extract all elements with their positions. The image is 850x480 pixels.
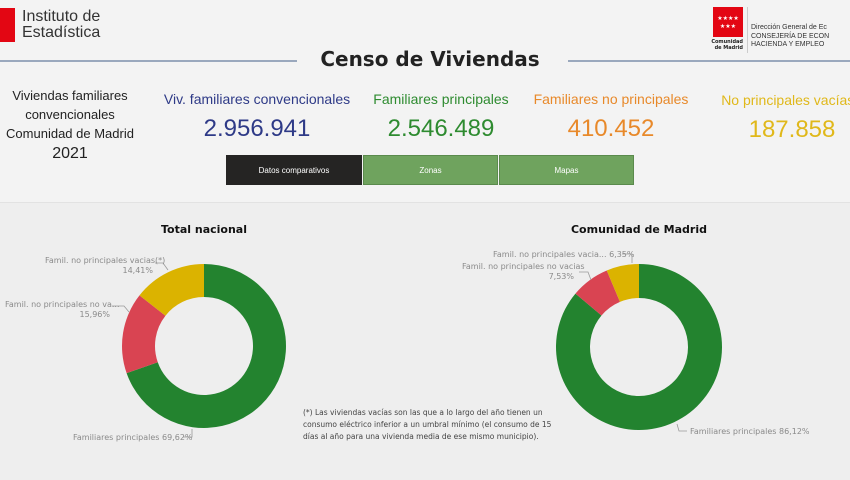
madrid-logo-text: Comunidad de Madrid (708, 39, 743, 51)
label-nacional-no-vacias: Famil. no principales no va... 15,96% (5, 300, 120, 320)
label-madrid-principales: Familiares principales 86,12% (690, 427, 810, 437)
title-rule-right (568, 60, 850, 62)
kpi-value: 410.452 (567, 115, 655, 142)
label-madrid-vacias: Famil. no principales vacia... 6,35% (493, 250, 634, 260)
kpi-value: 2.546.489 (387, 115, 495, 142)
kpi-vacias: No principales vacías ( 187.858 (692, 92, 850, 144)
slice-madrid-no-vacias[interactable] (575, 270, 620, 316)
leader-line (155, 262, 169, 271)
nav-datos-comparativos-button[interactable]: Datos comparativos (226, 155, 362, 185)
leader-line (676, 423, 687, 432)
label-percent: 14,41% (122, 266, 153, 275)
label-percent: 86,12% (779, 427, 810, 436)
chart-title-madrid: Comunidad de Madrid (570, 223, 707, 236)
dept-line1: Dirección General de Ec (751, 24, 827, 31)
label-category: Famil. no principales no vacias (462, 262, 585, 271)
kpi-label: Viv. familiares convencionales (163, 91, 351, 107)
label-madrid-no-vacias: Famil. no principales no vacias 7,53% (462, 262, 585, 282)
title-rule-left (0, 60, 297, 62)
summary-block: Viviendas familiares convencionales Comu… (0, 86, 140, 165)
org-line1: Instituto de (22, 8, 101, 25)
kpi-label: Familiares no principales (533, 91, 689, 107)
nav-mapas-button[interactable]: Mapas (499, 155, 634, 185)
nav-zonas-button[interactable]: Zonas (363, 155, 498, 185)
kpi-label: Familiares principales (373, 91, 509, 107)
summary-line1: Viviendas familiares (12, 88, 128, 103)
page-title: Censo de Viviendas (320, 47, 540, 71)
label-percent: 69,62% (162, 433, 193, 442)
logo-divider (747, 7, 748, 53)
leader-line (112, 305, 130, 313)
label-category: Famil. no principales vacias(*) (45, 256, 166, 265)
region-line2: de Madrid (714, 45, 743, 51)
region-line1: Comunidad (711, 39, 743, 45)
leader-line (183, 429, 193, 438)
footnote: (*) Las viviendas vacías son las que a l… (303, 408, 552, 441)
label-category: Familiares principales (690, 427, 777, 436)
kpi-no-principales: Familiares no principales 410.452 (511, 91, 711, 143)
madrid-stars-icon: ★★★★ ★★★ (713, 7, 743, 37)
slice-madrid-principales[interactable] (556, 264, 723, 430)
department-text: Dirección General de Ec CONSEJERÍA DE ECO… (751, 24, 829, 50)
kpi-label: No principales vacías ( (721, 92, 850, 108)
slice-nacional-principales[interactable] (126, 264, 286, 428)
label-percent: 6,35% (609, 250, 635, 259)
ie-logo-text: Instituto de Estadística (22, 9, 100, 41)
label-nacional-vacias: Famil. no principales vacias(*) 14,41% (45, 256, 166, 276)
slice-nacional-no-vacias[interactable] (121, 295, 166, 374)
summary-line2: convencionales (25, 107, 115, 122)
kpi-value: 187.858 (748, 116, 836, 143)
label-category: Familiares principales (73, 433, 160, 442)
dept-line3: HACIENDA Y EMPLEO (751, 41, 825, 48)
chart-title-nacional: Total nacional (160, 223, 247, 236)
label-nacional-principales: Familiares principales 69,62% (73, 433, 193, 443)
kpi-viviendas-convencionales: Viv. familiares convencionales 2.956.941 (157, 91, 357, 143)
org-line2: Estadística (22, 24, 101, 41)
dept-line2: CONSEJERÍA DE ECON (751, 32, 830, 40)
leader-line (579, 271, 592, 281)
slice-nacional-vacias[interactable] (139, 264, 204, 316)
label-percent: 7,53% (548, 272, 574, 281)
label-category: Famil. no principales vacia... (493, 250, 607, 259)
kpi-value: 2.956.941 (203, 115, 311, 142)
summary-line3: Comunidad de Madrid (6, 126, 134, 141)
ie-logo-icon (0, 8, 15, 42)
slice-madrid-vacias[interactable] (606, 264, 639, 302)
label-percent: 15,96% (79, 310, 110, 319)
summary-year: 2021 (52, 145, 88, 162)
kpi-principales: Familiares principales 2.546.489 (341, 91, 541, 143)
label-category: Famil. no principales no va... (5, 300, 120, 309)
leader-line (622, 253, 633, 263)
